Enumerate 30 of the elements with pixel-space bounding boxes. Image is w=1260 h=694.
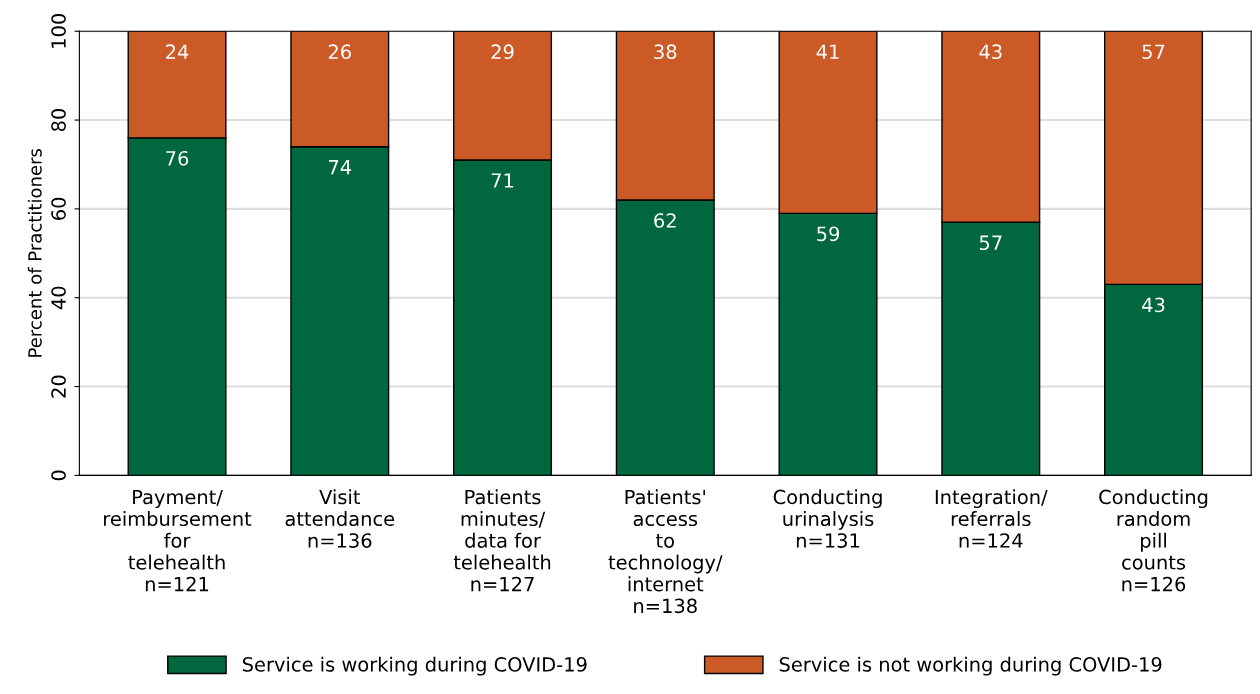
data-label: 38 <box>654 44 677 60</box>
data-label: 41 <box>816 44 839 59</box>
y-tick-label: 20 <box>51 375 66 398</box>
legend-label: Service is working during COVID-19 <box>242 656 587 676</box>
data-label: 59 <box>817 226 840 242</box>
legend-label: Service is not working during COVID-19 <box>779 656 1162 676</box>
data-label: 57 <box>979 235 1002 251</box>
x-tick-label: Patients minutes/ data for telehealth n=127 <box>453 489 551 592</box>
y-tick-label: 100 <box>51 13 66 48</box>
y-tick-label: 40 <box>51 286 66 310</box>
y-axis-title: Percent of Practitioners <box>27 148 42 357</box>
data-label: 24 <box>166 44 189 59</box>
data-label: 26 <box>328 44 351 60</box>
y-tick-label: 0 <box>51 470 66 481</box>
y-tick-label: 60 <box>51 197 66 220</box>
data-label: 74 <box>329 160 352 175</box>
y-tick-label: 80 <box>51 108 66 132</box>
x-tick-label: Integration/ referrals n=124 <box>935 489 1048 548</box>
data-label: 57 <box>1142 44 1165 60</box>
data-label: 71 <box>491 173 514 188</box>
x-tick-label: Patients' access to technology/ internet n=138 <box>608 489 723 614</box>
x-tick-label: Conducting random pill counts n=126 <box>1099 489 1208 592</box>
x-tick-label: Conducting urinalysis n=131 <box>773 489 882 548</box>
x-tick-label: Visit attendance n=136 <box>285 489 395 548</box>
data-label: 29 <box>491 44 514 60</box>
x-tick-label: Payment/ reimbursement for telehealth n=121 <box>104 489 252 592</box>
data-label: 76 <box>166 150 189 166</box>
data-label: 62 <box>654 213 676 228</box>
data-label: 43 <box>979 44 1002 60</box>
data-label: 43 <box>1142 297 1165 313</box>
